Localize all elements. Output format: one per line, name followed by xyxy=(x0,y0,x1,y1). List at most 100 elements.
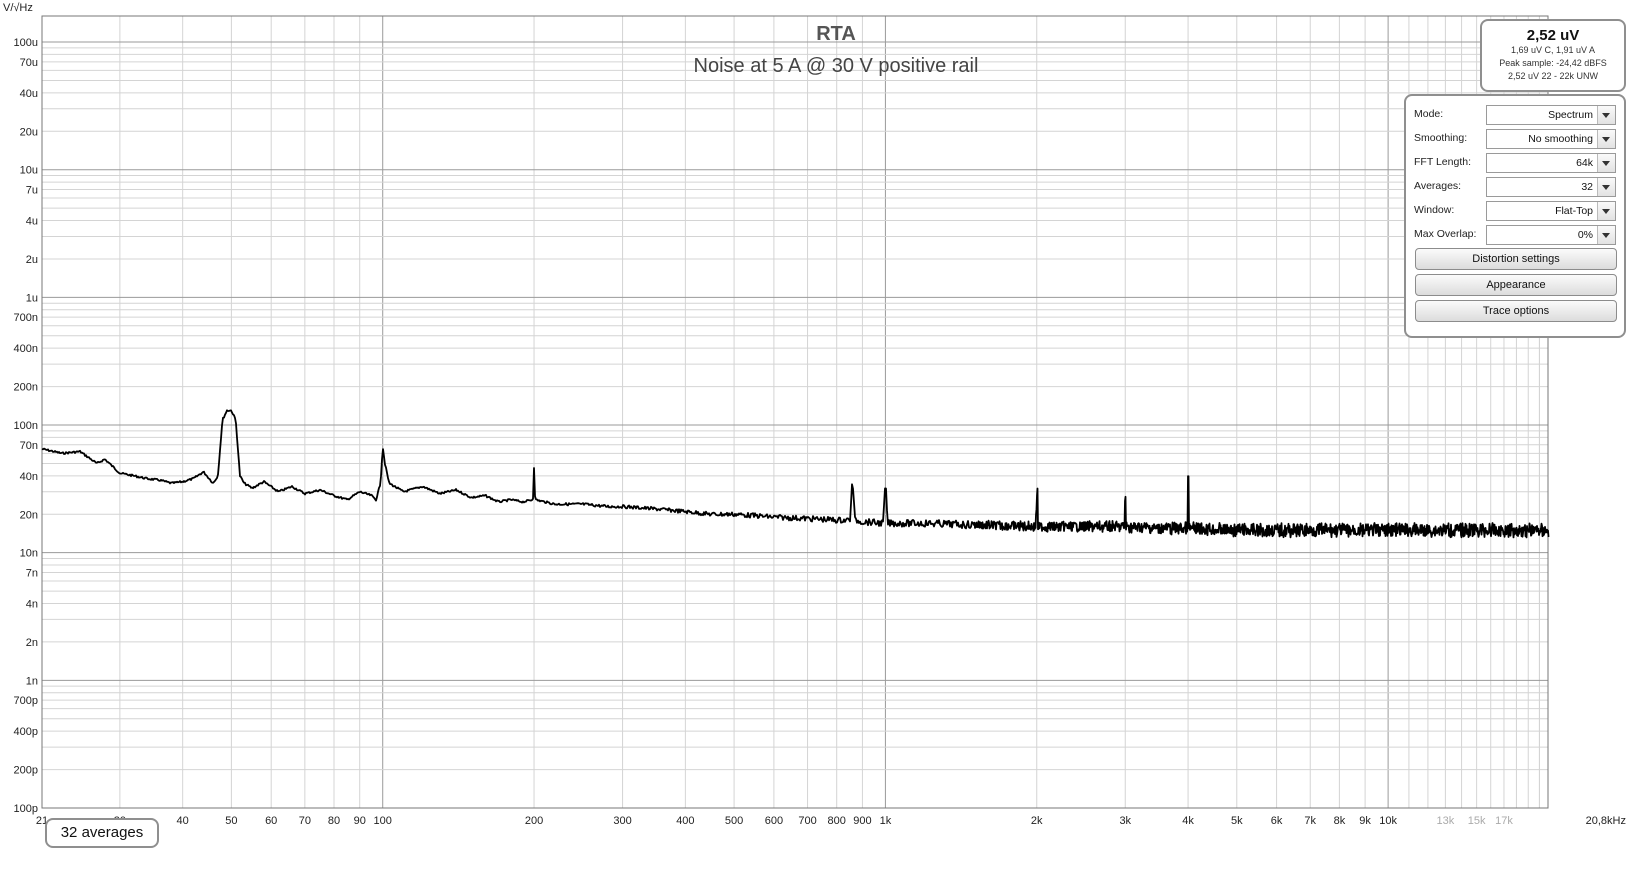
y-tick-label: 200p xyxy=(14,765,38,777)
x-tick-label: 15k xyxy=(1468,815,1486,827)
x-tick-label: 70 xyxy=(299,815,311,827)
rta-controls-panel: Mode: Spectrum Smoothing: No smoothing F… xyxy=(1404,94,1626,338)
y-tick-label: 4u xyxy=(26,216,38,228)
fft-length-select[interactable]: 64k xyxy=(1486,153,1616,173)
x-tick-label: 60 xyxy=(265,815,277,827)
x-tick-label: 10k xyxy=(1379,815,1397,827)
chart-title: RTA xyxy=(816,23,856,45)
x-tick-label: 200 xyxy=(525,815,543,827)
chevron-down-icon[interactable] xyxy=(1597,106,1615,124)
y-tick-label: 200n xyxy=(14,382,38,394)
y-tick-label: 10n xyxy=(20,548,38,560)
x-tick-label: 13k xyxy=(1437,815,1455,827)
x-tick-label: 7k xyxy=(1304,815,1316,827)
y-tick-label: 400n xyxy=(14,343,38,355)
x-tick-label: 400 xyxy=(676,815,694,827)
level-weighted-values: 1,69 uV C, 1,91 uV A xyxy=(1510,45,1596,55)
plot-area[interactable] xyxy=(42,16,1548,808)
x-tick-label: 4k xyxy=(1182,815,1194,827)
x-tick-label: 17k xyxy=(1495,815,1513,827)
y-tick-label: 4n xyxy=(26,598,38,610)
y-tick-label: 70n xyxy=(20,440,38,452)
spectrum-trace xyxy=(41,409,1550,539)
y-tick-label: 2u xyxy=(26,254,38,266)
window-value: Flat-Top xyxy=(1555,205,1593,217)
x-tick-label: 5k xyxy=(1231,815,1243,827)
level-main-value: 2,52 uV xyxy=(1526,27,1580,44)
smoothing-value: No smoothing xyxy=(1528,133,1593,145)
x-tick-label: 700 xyxy=(798,815,816,827)
smoothing-row: Smoothing: No smoothing xyxy=(1414,128,1618,150)
chevron-down-icon[interactable] xyxy=(1597,226,1615,244)
chevron-down-icon[interactable] xyxy=(1597,178,1615,196)
fft-length-value: 64k xyxy=(1576,157,1593,169)
fft-length-row: FFT Length: 64k xyxy=(1414,152,1618,174)
x-tick-label: 100 xyxy=(374,815,392,827)
averages-select[interactable]: 32 xyxy=(1486,177,1616,197)
x-tick-label: 6k xyxy=(1271,815,1283,827)
y-tick-label: 400p xyxy=(14,726,38,738)
chevron-down-icon[interactable] xyxy=(1597,130,1615,148)
y-tick-label: 20u xyxy=(20,126,38,138)
y-tick-label: 100n xyxy=(14,420,38,432)
smoothing-label: Smoothing: xyxy=(1414,132,1468,144)
max-overlap-value: 0% xyxy=(1577,229,1593,241)
x-tick-label: 2k xyxy=(1031,815,1043,827)
y-tick-label: 100p xyxy=(14,803,38,815)
y-tick-label: 1u xyxy=(26,292,38,304)
x-tick-label: 50 xyxy=(225,815,237,827)
x-tick-label: 3k xyxy=(1119,815,1131,827)
y-tick-label: 70u xyxy=(20,57,38,69)
max-overlap-row: Max Overlap: 0% xyxy=(1414,224,1618,246)
x-tick-label: 8k xyxy=(1334,815,1346,827)
x-tick-label: 900 xyxy=(853,815,871,827)
y-tick-label: 20n xyxy=(20,509,38,521)
distortion-settings-button[interactable]: Distortion settings xyxy=(1415,248,1617,270)
y-tick-label: 40u xyxy=(20,88,38,100)
y-tick-label: 10u xyxy=(20,165,38,177)
window-select[interactable]: Flat-Top xyxy=(1486,201,1616,221)
y-tick-label: 700p xyxy=(14,695,38,707)
trace-options-button[interactable]: Trace options xyxy=(1415,300,1617,322)
plot-frame xyxy=(41,15,1549,809)
averages-badge: 32 averages xyxy=(45,818,159,848)
mode-label: Mode: xyxy=(1414,108,1444,120)
fft-length-label: FFT Length: xyxy=(1414,156,1472,168)
averages-label: Averages: xyxy=(1414,180,1462,192)
x-tick-label: 1k xyxy=(880,815,892,827)
appearance-button[interactable]: Appearance xyxy=(1415,274,1617,296)
x-tick-label: 600 xyxy=(765,815,783,827)
y-tick-label: 7u xyxy=(26,184,38,196)
max-overlap-label: Max Overlap: xyxy=(1414,228,1477,240)
y-tick-label: 1n xyxy=(26,675,38,687)
averages-row: Averages: 32 xyxy=(1414,176,1618,198)
y-tick-label: 100u xyxy=(14,37,38,49)
smoothing-select[interactable]: No smoothing xyxy=(1486,129,1616,149)
y-tick-label: 700n xyxy=(14,312,38,324)
y-tick-label: 40n xyxy=(20,471,38,483)
x-tick-label: 9k xyxy=(1359,815,1371,827)
averages-value: 32 xyxy=(1581,181,1593,193)
mode-row: Mode: Spectrum xyxy=(1414,104,1618,126)
chart-subtitle: Noise at 5 A @ 30 V positive rail xyxy=(694,55,979,77)
x-tick-label: 40 xyxy=(177,815,189,827)
window-row: Window: Flat-Top xyxy=(1414,200,1618,222)
y-axis-label: V/√Hz xyxy=(3,2,33,14)
chevron-down-icon[interactable] xyxy=(1597,202,1615,220)
x-tick-label: 300 xyxy=(613,815,631,827)
y-tick-label: 7n xyxy=(26,567,38,579)
y-tick-label: 2n xyxy=(26,637,38,649)
mode-select[interactable]: Spectrum xyxy=(1486,105,1616,125)
peak-sample-value: Peak sample: -24,42 dBFS xyxy=(1499,58,1607,68)
level-readout: 2,52 uV 1,69 uV C, 1,91 uV A Peak sample… xyxy=(1480,19,1626,92)
window-label: Window: xyxy=(1414,204,1455,216)
unweighted-band-value: 2,52 uV 22 - 22k UNW xyxy=(1507,71,1599,81)
max-overlap-select[interactable]: 0% xyxy=(1486,225,1616,245)
x-tick-label: 500 xyxy=(725,815,743,827)
chevron-down-icon[interactable] xyxy=(1597,154,1615,172)
x-axis-end-label: 20,8kHz xyxy=(1586,815,1626,827)
x-tick-label: 800 xyxy=(828,815,846,827)
x-tick-label: 90 xyxy=(354,815,366,827)
mode-value: Spectrum xyxy=(1548,109,1593,121)
